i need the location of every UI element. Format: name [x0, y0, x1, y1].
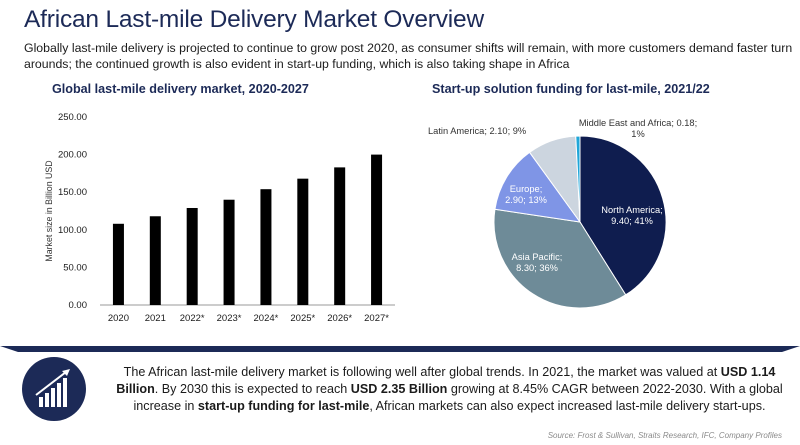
pie-slice	[575, 135, 581, 223]
bar	[297, 178, 309, 305]
bar	[334, 167, 346, 305]
pie-slice-label: Latin America; 2.10; 9%	[428, 126, 526, 136]
y-tick-label: 100.00	[58, 225, 87, 236]
pie-slice-label: Europe; 2.90; 13%	[505, 184, 547, 205]
x-tick-label: 2023*	[217, 313, 242, 324]
bar	[112, 223, 124, 305]
x-tick-label: 2026*	[327, 313, 352, 324]
pie-slice	[493, 208, 627, 309]
pie-chart-title: Start-up solution funding for last-mile,…	[432, 82, 710, 96]
y-tick-label: 150.00	[58, 187, 87, 198]
x-tick-label: 2021	[145, 313, 166, 324]
y-axis-label: Market size in Billion USD	[44, 160, 54, 261]
bar	[260, 189, 272, 305]
y-tick-label: 250.00	[58, 112, 87, 123]
source-note: Source: Frost & Sullivan, Straits Resear…	[547, 431, 782, 440]
divider-banner	[0, 346, 800, 352]
growth-chart-icon	[22, 357, 86, 421]
y-tick-label: 50.00	[63, 262, 87, 273]
x-tick-label: 2020	[108, 313, 129, 324]
y-tick-label: 0.00	[69, 300, 88, 311]
y-tick-label: 200.00	[58, 150, 87, 161]
x-tick-label: 2027*	[364, 313, 389, 324]
pie-slice-label: Asia Pacific; 8.30; 36%	[512, 252, 563, 273]
page-subtitle: Globally last-mile delivery is projected…	[24, 41, 793, 71]
bar	[186, 207, 198, 305]
x-tick-label: 2025*	[290, 313, 315, 324]
bar	[371, 154, 383, 305]
x-tick-label: 2024*	[254, 313, 279, 324]
pie-slice	[494, 151, 582, 223]
pie-slice-label: Middle East and Africa; 0.18; 1%	[579, 118, 697, 139]
x-tick-label: 2022*	[180, 313, 205, 324]
page-title: African Last-mile Delivery Market Overvi…	[24, 6, 484, 33]
bar	[149, 216, 161, 305]
bar	[223, 199, 235, 305]
pie-slice	[579, 135, 667, 296]
pie-slice-label: North America; 9.40; 41%	[601, 205, 662, 226]
summary-text: The African last-mile delivery market is…	[116, 365, 783, 413]
bar-chart-title: Global last-mile delivery market, 2020-2…	[52, 82, 309, 96]
